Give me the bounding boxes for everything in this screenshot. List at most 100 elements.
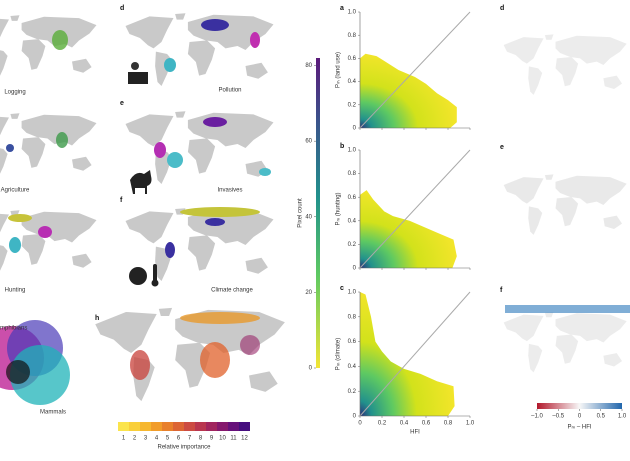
tick-label: 0.5 — [597, 414, 606, 420]
tick-label: –0.5 — [552, 414, 564, 420]
panel-label: a — [340, 5, 344, 12]
identity-line — [359, 149, 471, 269]
x-axis-label: HFI — [410, 430, 420, 436]
tick-label: 0 — [578, 414, 582, 420]
colorbar — [537, 403, 622, 409]
tick-label: 0.4 — [348, 364, 357, 370]
venn-label: mphibians — [0, 326, 27, 332]
panel-label: d — [500, 5, 504, 12]
colorbar-cell — [184, 422, 195, 431]
tick-label: 1.0 — [466, 421, 475, 427]
colorbar — [316, 58, 320, 368]
tick-label: 5 — [166, 436, 170, 442]
tick-label: 0 — [353, 266, 357, 272]
tick-label: 0.8 — [348, 171, 357, 177]
tick-label: 1.0 — [618, 414, 627, 420]
tick-label: 0.2 — [378, 421, 387, 427]
tick-label: 8 — [199, 436, 203, 442]
tick-label: 0 — [358, 421, 362, 427]
panel-label: e — [120, 100, 124, 107]
tick-label: 0.8 — [444, 421, 453, 427]
tick-label: 0 — [309, 366, 313, 372]
colorbar-cell — [217, 422, 228, 431]
tick-label: 0.6 — [348, 339, 357, 345]
map — [125, 208, 274, 281]
tick-label: 2 — [133, 436, 137, 442]
map-caption: Pollution — [218, 88, 241, 94]
tick-label: 11 — [230, 436, 237, 442]
map-caption: Climate change — [211, 288, 253, 294]
tick-label: 12 — [241, 436, 248, 442]
colorbar-label: Pixel count — [298, 198, 304, 228]
colorbar-label: Relative importance — [157, 445, 211, 451]
panel-label: d — [120, 5, 124, 12]
tick-label: 0.8 — [348, 33, 357, 39]
colorbar-cell — [118, 422, 129, 431]
tick-label: 0.2 — [348, 242, 357, 248]
colorbar-cell — [195, 422, 206, 431]
map — [503, 34, 627, 95]
map — [0, 113, 97, 177]
density — [360, 53, 457, 129]
tick-label: 0.8 — [348, 314, 357, 320]
tick-label: 0.2 — [348, 389, 357, 395]
tick-label: 4 — [155, 436, 159, 442]
colorbar-cell — [140, 422, 151, 431]
panel-label: h — [95, 315, 99, 322]
panel-label: b — [340, 143, 344, 150]
tick-label: 10 — [219, 436, 226, 442]
y-axis-label: Pₘ (climate) — [336, 338, 342, 370]
map-group — [0, 13, 274, 287]
colorbar-cell — [239, 422, 250, 431]
tick-label: 60 — [305, 139, 312, 145]
tick-label: 0.6 — [348, 195, 357, 201]
tick-label: 0.6 — [422, 421, 431, 427]
tick-label: 3 — [144, 436, 148, 442]
colorbar-cell — [228, 422, 239, 431]
map-caption: Hunting — [5, 288, 26, 294]
map — [503, 311, 627, 373]
colorbar-cell — [129, 422, 140, 431]
tick-label: 0.2 — [348, 102, 357, 108]
tick-label: 20 — [305, 290, 312, 296]
colorbar-cell — [206, 422, 217, 431]
panel-label: c — [340, 285, 344, 292]
colorbar-label: Pₘ – HFI — [567, 425, 591, 431]
tick-label: 80 — [305, 63, 312, 69]
venn — [0, 320, 70, 405]
y-axis-label: Pₘ (hunting) — [336, 192, 342, 225]
y-axis-label: Pₘ (land use) — [336, 52, 342, 88]
identity-line — [359, 291, 471, 417]
tick-label: 6 — [177, 436, 181, 442]
tick-label: 0.4 — [400, 421, 409, 427]
tick-label: 9 — [210, 436, 214, 442]
map-caption: Invasives — [217, 188, 242, 194]
map — [0, 15, 97, 80]
tick-label: 0 — [353, 126, 357, 132]
identity-line — [359, 11, 471, 129]
map-caption: Logging — [4, 90, 25, 96]
tick-label: 0.4 — [348, 79, 357, 85]
tick-label: 40 — [305, 214, 312, 220]
panel-label: f — [500, 287, 503, 294]
map-caption: Agriculture — [1, 188, 30, 194]
tick-label: 7 — [188, 436, 192, 442]
colorbar-cell — [173, 422, 184, 431]
tick-label: 1.0 — [348, 10, 357, 16]
density — [360, 190, 457, 268]
tick-label: –1.0 — [531, 414, 543, 420]
map — [503, 174, 627, 235]
tick-label: 1.0 — [348, 148, 357, 154]
tick-label: 1.0 — [348, 290, 357, 296]
colorbar-cell — [162, 422, 173, 431]
tick-label: 0 — [353, 414, 357, 420]
tick-label: 0.4 — [348, 218, 357, 224]
colorbar-cell — [151, 422, 162, 431]
panel-label: e — [500, 144, 504, 151]
tick-label: 1 — [122, 436, 126, 442]
tick-label: 0.6 — [348, 56, 357, 62]
panel-label: f — [120, 197, 123, 204]
venn-label: Mammals — [40, 410, 66, 416]
density — [360, 292, 455, 416]
